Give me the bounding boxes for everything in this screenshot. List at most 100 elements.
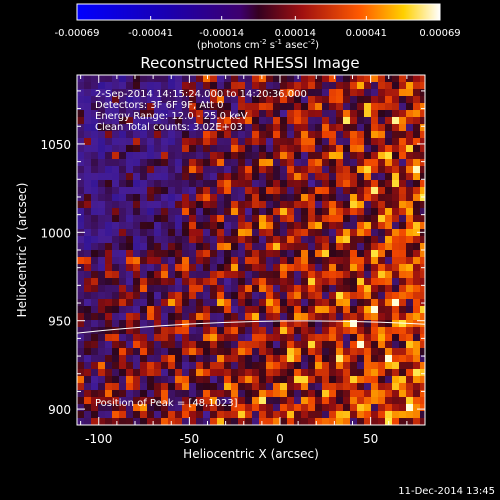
heatmap-cell (77, 411, 84, 418)
heatmap-cell (413, 124, 420, 131)
heatmap-cell (196, 222, 203, 229)
heatmap-cell (322, 334, 329, 341)
heatmap-cell (385, 187, 392, 194)
heatmap-cell (287, 124, 294, 131)
heatmap-cell (175, 201, 182, 208)
heatmap-cell (385, 229, 392, 236)
heatmap-cell (119, 390, 126, 397)
heatmap-cell (336, 173, 343, 180)
y-axis-label: Heliocentric Y (arcsec) (15, 183, 29, 318)
heatmap-cell (84, 271, 91, 278)
heatmap-cell (322, 243, 329, 250)
heatmap-cell (98, 201, 105, 208)
heatmap-cell (175, 257, 182, 264)
heatmap-cell (224, 348, 231, 355)
heatmap-cell (217, 110, 224, 117)
heatmap-cell (154, 376, 161, 383)
heatmap-cell (210, 334, 217, 341)
heatmap-cell (259, 369, 266, 376)
heatmap-cell (84, 341, 91, 348)
heatmap-cell (273, 271, 280, 278)
heatmap-cell (315, 82, 322, 89)
heatmap-cell (413, 145, 420, 152)
heatmap-cell (252, 96, 259, 103)
heatmap-cell (322, 194, 329, 201)
heatmap-cell (378, 75, 385, 82)
heatmap-cell (112, 173, 119, 180)
heatmap-cell (105, 348, 112, 355)
heatmap-cell (280, 250, 287, 257)
heatmap-cell (77, 194, 84, 201)
heatmap-cell (343, 390, 350, 397)
heatmap-cell (420, 180, 425, 187)
heatmap-cell (77, 138, 84, 145)
heatmap-cell (196, 208, 203, 215)
heatmap-cell (287, 264, 294, 271)
heatmap-cell (175, 222, 182, 229)
heatmap-cell (147, 215, 154, 222)
heatmap-cell (161, 348, 168, 355)
x-tick-label: 50 (363, 432, 378, 446)
heatmap-cell (252, 117, 259, 124)
heatmap-cell (161, 362, 168, 369)
heatmap-cell (364, 201, 371, 208)
heatmap-cell (329, 159, 336, 166)
heatmap-cell (413, 138, 420, 145)
heatmap-cell (98, 355, 105, 362)
heatmap-cell (133, 299, 140, 306)
heatmap-cell (203, 229, 210, 236)
heatmap-cell (392, 124, 399, 131)
heatmap-cell (392, 292, 399, 299)
heatmap-cell (140, 376, 147, 383)
heatmap-cell (245, 313, 252, 320)
heatmap-cell (77, 271, 84, 278)
heatmap-cell (210, 376, 217, 383)
heatmap-cell (77, 369, 84, 376)
heatmap-cell (350, 152, 357, 159)
heatmap-cell (413, 313, 420, 320)
heatmap-cell (336, 299, 343, 306)
heatmap-cell (287, 215, 294, 222)
heatmap-cell (259, 411, 266, 418)
heatmap-cell (140, 75, 147, 82)
heatmap-cell (224, 250, 231, 257)
heatmap-cell (112, 334, 119, 341)
heatmap-cell (315, 418, 322, 425)
heatmap-cell (329, 411, 336, 418)
heatmap-cell (105, 229, 112, 236)
heatmap-cell (287, 390, 294, 397)
heatmap-cell (175, 145, 182, 152)
heatmap-cell (154, 278, 161, 285)
heatmap-cell (168, 215, 175, 222)
heatmap-cell (294, 103, 301, 110)
heatmap-cell (322, 362, 329, 369)
heatmap-cell (336, 264, 343, 271)
heatmap-cell (252, 145, 259, 152)
heatmap-cell (98, 103, 105, 110)
heatmap-cell (140, 229, 147, 236)
heatmap-cell (161, 187, 168, 194)
heatmap-cell (420, 292, 425, 299)
heatmap-cell (245, 299, 252, 306)
heatmap-cell (308, 194, 315, 201)
heatmap-cell (399, 355, 406, 362)
heatmap-cell (105, 271, 112, 278)
heatmap-cell (224, 180, 231, 187)
heatmap-cell (112, 208, 119, 215)
heatmap-cell (175, 355, 182, 362)
heatmap-cell (105, 110, 112, 117)
heatmap-cell (406, 341, 413, 348)
heatmap-cell (266, 278, 273, 285)
heatmap-cell (385, 390, 392, 397)
heatmap-cell (343, 320, 350, 327)
heatmap-cell (392, 355, 399, 362)
heatmap-cell (413, 285, 420, 292)
heatmap-cell (413, 173, 420, 180)
heatmap-cell (77, 124, 84, 131)
heatmap-cell (112, 103, 119, 110)
heatmap-cell (350, 159, 357, 166)
heatmap-cell (280, 194, 287, 201)
heatmap-cell (119, 187, 126, 194)
heatmap-cell (301, 369, 308, 376)
heatmap-cell (238, 180, 245, 187)
